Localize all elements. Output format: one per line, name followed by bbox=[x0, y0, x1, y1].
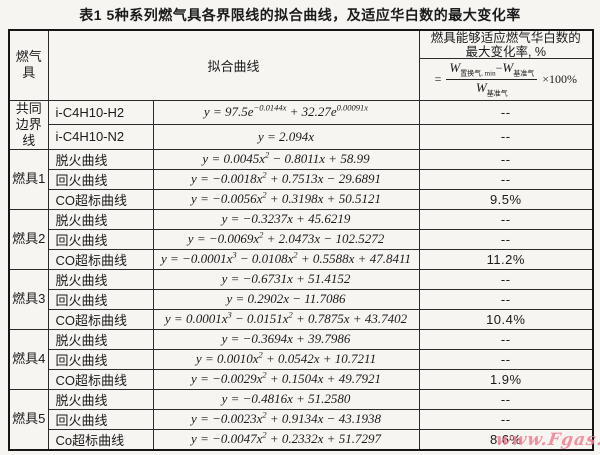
equation-cell: y = −0.0069x2 + 2.0473x − 102.5272 bbox=[152, 228, 420, 250]
curve-name-cell: CO超标曲线 bbox=[47, 368, 154, 390]
header-row: 燃气具 拟合曲线 燃具能够适应燃气华白数的 最大变化率, % = W置换气, m… bbox=[8, 29, 594, 101]
equation-cell: y = 2.094x bbox=[152, 124, 420, 150]
equation-cell: y = 0.0010x2 + 0.0542x + 10.7211 bbox=[152, 348, 420, 370]
table-row: 回火曲线 y = 0.0010x2 + 0.0542x + 10.7211 -- bbox=[9, 348, 594, 370]
curve-name-cell: Co超标曲线 bbox=[47, 428, 154, 450]
appliance-group-cell: 燃具2 bbox=[8, 208, 49, 270]
table-row: CO超标曲线 y = −0.0029x2 + 0.1504x + 49.7921… bbox=[9, 368, 594, 390]
equation-cell: y = 97.5e−0.0144x + 32.27e0.00091x bbox=[152, 99, 420, 125]
table-row: CO超标曲线 y = 0.0001x3 − 0.0151x2 + 0.7875x… bbox=[9, 308, 594, 330]
rate-cell: -- bbox=[418, 168, 594, 190]
rate-cell: -- bbox=[418, 408, 594, 430]
rate-cell: -- bbox=[418, 124, 594, 150]
max-rate-title: 燃具能够适应燃气华白数的 最大变化率, % bbox=[420, 31, 593, 59]
table-row: 回火曲线 y = −0.0018x2 + 0.7513x − 29.6891 -… bbox=[9, 168, 594, 190]
rate-cell: -- bbox=[418, 99, 594, 125]
table-row: 燃具5 脱火曲线 y = −0.4816x + 51.2580 -- bbox=[8, 388, 594, 450]
curve-name-cell: CO超标曲线 bbox=[47, 248, 154, 270]
rate-cell: -- bbox=[418, 328, 594, 350]
appliance-group-cell: 燃具3 bbox=[8, 268, 49, 330]
equation-cell: y = 0.0001x3 − 0.0151x2 + 0.7875x + 43.7… bbox=[152, 308, 420, 330]
appliance-group-cell: 燃具4 bbox=[8, 328, 49, 390]
curve-name-cell: 脱火曲线 bbox=[47, 268, 154, 290]
table-row: 燃具4 脱火曲线 y = −0.3694x + 39.7986 -- bbox=[8, 328, 594, 390]
curve-name-cell: 脱火曲线 bbox=[47, 208, 154, 230]
curve-name-cell: i-C4H10-H2 bbox=[47, 99, 154, 125]
rate-cell: -- bbox=[418, 288, 594, 310]
table-title: 表1 5种系列燃气具各界限线的拟合曲线，及适应华白数的最大变化率 bbox=[79, 7, 521, 23]
table-row: CO超标曲线 y = −0.0056x2 + 0.3198x + 50.5121… bbox=[9, 188, 594, 210]
formula-times-100: ×100% bbox=[542, 71, 577, 86]
curve-name-cell: 回火曲线 bbox=[47, 168, 154, 190]
equation-cell: y = 0.0045x2 − 0.8011x + 58.99 bbox=[152, 148, 420, 170]
equation-cell: y = −0.0029x2 + 0.1504x + 49.7921 bbox=[152, 368, 420, 390]
curve-name-cell: 回火曲线 bbox=[47, 288, 154, 310]
table-row: 燃具1 脱火曲线 y = 0.0045x2 − 0.8011x + 58.99 … bbox=[8, 148, 594, 210]
curve-name-cell: 回火曲线 bbox=[47, 228, 154, 250]
curve-name-cell: i-C4H10-N2 bbox=[47, 124, 154, 150]
rate-cell: -- bbox=[418, 348, 594, 370]
fitting-curves-table: 燃气具 拟合曲线 燃具能够适应燃气华白数的 最大变化率, % = W置换气, m… bbox=[8, 29, 595, 451]
equation-cell: y = 0.2902x − 11.7086 bbox=[152, 288, 420, 310]
table-row: 回火曲线 y = −0.0023x2 + 0.9134x − 43.1938 -… bbox=[9, 408, 594, 430]
equation-cell: y = −0.0018x2 + 0.7513x − 29.6891 bbox=[152, 168, 420, 190]
rate-cell: 9.5% bbox=[418, 188, 594, 210]
rate-cell: -- bbox=[418, 228, 594, 250]
rate-cell: -- bbox=[418, 208, 594, 230]
equation-cell: y = −0.0056x2 + 0.3198x + 50.5121 bbox=[152, 188, 420, 210]
max-rate-title-line2: 最大变化率, % bbox=[465, 44, 547, 59]
table-row: Co超标曲线 y = −0.0047x2 + 0.2332x + 51.7297… bbox=[9, 428, 594, 450]
header-appliance: 燃气具 bbox=[8, 29, 49, 101]
max-rate-title-line1: 燃具能够适应燃气华白数的 bbox=[430, 30, 581, 45]
table-row: i-C4H10-N2 y = 2.094x -- bbox=[9, 124, 594, 150]
table-row: 共同 边界线 i-C4H10-H2 y = 97.5e−0.0144x + 32… bbox=[8, 99, 594, 150]
wobbe-rate-formula: = W置换气, min−W基准气 W基准气 ×100% bbox=[420, 59, 592, 99]
appliance-group-cell: 燃具1 bbox=[8, 148, 49, 210]
appliance-group-cell: 燃具5 bbox=[8, 388, 49, 450]
table-row: CO超标曲线 y = −0.0001x3 − 0.0108x2 + 0.5588… bbox=[9, 248, 594, 270]
formula-fraction: W置换气, min−W基准气 W基准气 bbox=[446, 60, 538, 97]
appliance-group-cell: 共同 边界线 bbox=[8, 99, 49, 150]
equation-cell: y = −0.4816x + 51.2580 bbox=[152, 388, 420, 410]
rate-cell: -- bbox=[418, 268, 594, 290]
header-max-rate: 燃具能够适应燃气华白数的 最大变化率, % = W置换气, min−W基准气 W… bbox=[418, 29, 594, 101]
rate-cell: -- bbox=[418, 148, 594, 170]
equation-cell: y = −0.6731x + 51.4152 bbox=[152, 268, 420, 290]
formula-equals: = bbox=[434, 71, 442, 86]
curve-name-cell: CO超标曲线 bbox=[47, 308, 154, 330]
table-row: 燃具3 脱火曲线 y = −0.6731x + 51.4152 -- bbox=[8, 268, 594, 330]
rate-cell: 1.9% bbox=[418, 368, 594, 390]
fitting-curves-table-wrap: 燃气具 拟合曲线 燃具能够适应燃气华白数的 最大变化率, % = W置换气, m… bbox=[8, 29, 595, 451]
table-row: 回火曲线 y = 0.2902x − 11.7086 -- bbox=[9, 288, 594, 310]
equation-cell: y = −0.3237x + 45.6219 bbox=[152, 208, 420, 230]
curve-name-cell: 回火曲线 bbox=[47, 408, 154, 430]
formula-numerator: W置换气, min−W基准气 bbox=[446, 60, 538, 80]
equation-cell: y = −0.0023x2 + 0.9134x − 43.1938 bbox=[152, 408, 420, 430]
curve-name-cell: 脱火曲线 bbox=[47, 388, 154, 410]
table-row: 回火曲线 y = −0.0069x2 + 2.0473x − 102.5272 … bbox=[9, 228, 594, 250]
table-row: 燃具2 脱火曲线 y = −0.3237x + 45.6219 -- bbox=[8, 208, 594, 270]
curve-name-cell: 脱火曲线 bbox=[47, 328, 154, 350]
rate-cell: -- bbox=[418, 388, 594, 410]
curve-name-cell: 脱火曲线 bbox=[47, 148, 154, 170]
curve-name-cell: 回火曲线 bbox=[47, 348, 154, 370]
equation-cell: y = −0.0001x3 − 0.0108x2 + 0.5588x + 47.… bbox=[152, 248, 420, 270]
rate-cell: 10.4% bbox=[418, 308, 594, 330]
curve-name-cell: CO超标曲线 bbox=[47, 188, 154, 210]
header-fit-curve: 拟合曲线 bbox=[47, 29, 420, 101]
formula-denominator: W基准气 bbox=[475, 79, 508, 97]
rate-cell: 8.6% bbox=[418, 428, 594, 450]
equation-cell: y = −0.0047x2 + 0.2332x + 51.7297 bbox=[152, 428, 420, 450]
rate-cell: 11.2% bbox=[418, 248, 594, 270]
equation-cell: y = −0.3694x + 39.7986 bbox=[152, 328, 420, 350]
